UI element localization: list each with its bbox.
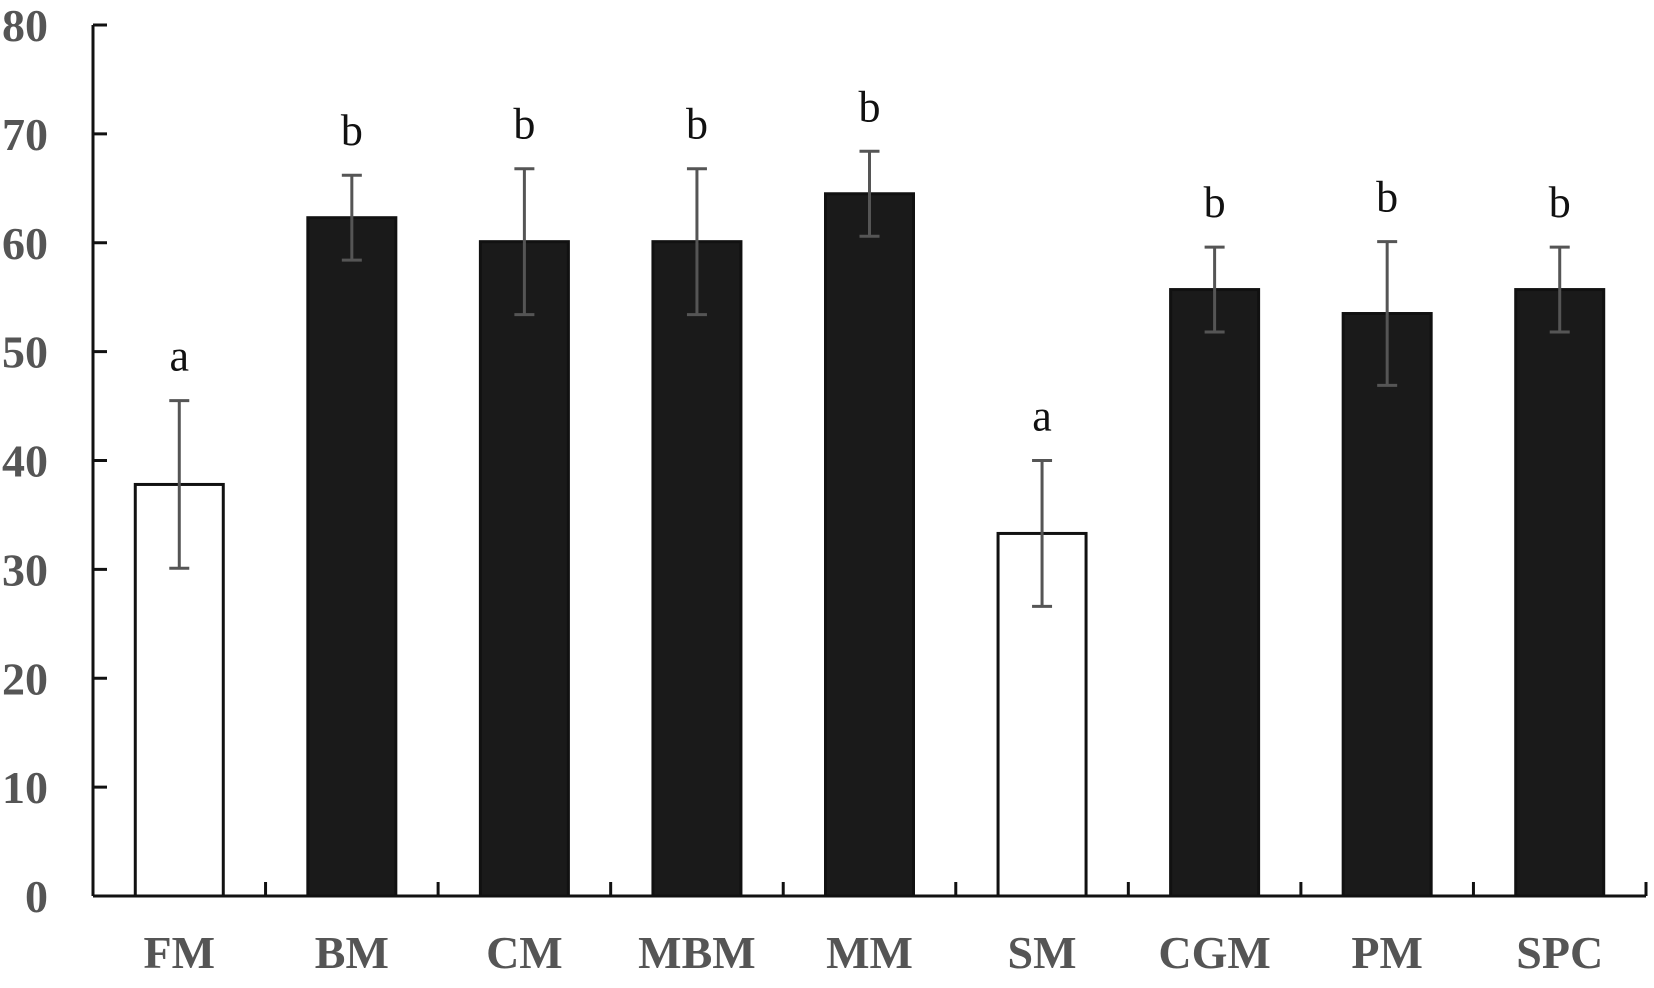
error-bar-bm [341,173,362,262]
bar-spc [1514,288,1606,898]
bar-mbm [651,240,743,898]
x-tick-label-bm: BM [315,927,389,978]
bars-group [133,192,1606,898]
x-tick-label-cgm: CGM [1158,927,1270,978]
significance-label-sm: a [1032,392,1052,441]
bar-mm [824,192,915,898]
x-tick-label-cm: CM [486,927,563,978]
significance-label-bm: b [341,106,363,155]
significance-label-mm: b [859,82,881,131]
x-tick-label-spc: SPC [1516,927,1603,978]
significance-label-mbm: b [686,100,708,149]
error-bar-pm [1377,240,1398,387]
x-tick-labels-group: FM BM CM MBM MM SM CGM PM SPC [144,927,1604,978]
x-tick-label-mbm: MBM [638,927,756,978]
x-tick-label-pm: PM [1351,927,1423,978]
bar-bm [306,216,398,898]
y-tick-label-40: 40 [2,436,48,487]
error-bar-mbm [686,167,707,317]
error-bar-spc [1549,245,1570,334]
bar-cgm [1169,288,1261,898]
significance-label-fm: a [170,332,190,381]
y-tick-label-30: 30 [2,544,48,595]
significance-labels-group: a b b b b a b b b [170,82,1571,440]
bar-cm [478,240,570,898]
error-bar-sm [1032,459,1053,608]
y-tick-label-0: 0 [25,871,48,922]
y-tick-label-70: 70 [2,109,48,160]
significance-label-spc: b [1549,178,1571,227]
x-tick-label-fm: FM [144,927,216,978]
significance-label-cgm: b [1204,178,1226,227]
axes-group [91,23,1648,898]
y-tick-label-50: 50 [2,327,48,378]
error-bar-fm [169,399,190,570]
error-bar-mm [859,149,880,238]
x-tick-label-mm: MM [826,927,913,978]
x-tick-label-sm: SM [1008,927,1077,978]
y-tick-label-60: 60 [2,218,48,269]
y-tick-labels-group: 0 10 20 30 40 50 60 70 80 [2,0,48,922]
error-bar-cm [514,167,535,317]
y-tick-label-20: 20 [2,653,48,704]
error-bar-cgm [1204,245,1225,334]
bar-pm [1341,312,1433,898]
significance-label-cm: b [513,100,535,149]
y-tick-label-80: 80 [2,0,48,51]
y-tick-label-10: 10 [2,762,48,813]
error-bars-group [169,149,1570,608]
significance-label-pm: b [1376,173,1398,222]
